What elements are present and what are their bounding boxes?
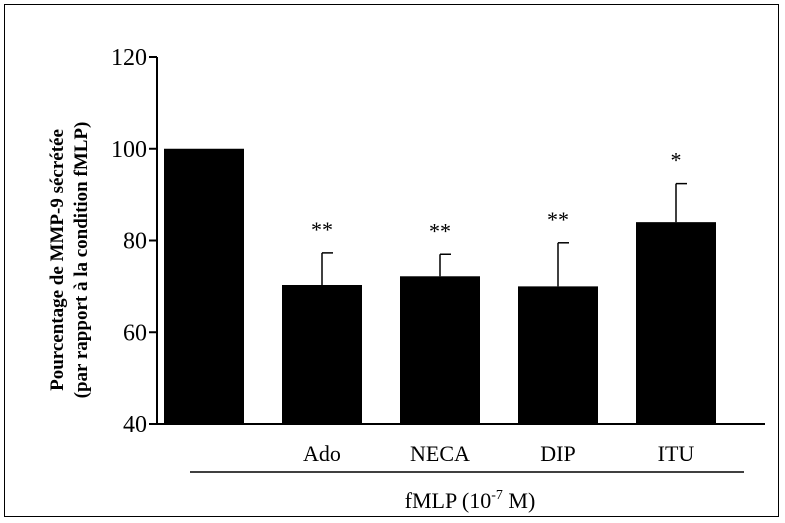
bar bbox=[282, 284, 362, 424]
y-tick-label: 80 bbox=[123, 229, 147, 255]
x-axis-title: fMLP (10-7 M) bbox=[405, 488, 536, 513]
x-axis-title-exponent: -7 bbox=[491, 488, 503, 503]
significance-label: ** bbox=[547, 207, 569, 232]
x-tick-label: ITU bbox=[658, 441, 695, 466]
significance-label: * bbox=[671, 148, 682, 173]
bar bbox=[400, 276, 480, 424]
y-tick-label: 40 bbox=[123, 412, 147, 438]
bar bbox=[636, 222, 716, 424]
x-tick-label: Ado bbox=[303, 441, 341, 466]
y-axis-title-line2: (par rapport à la condition fMLP) bbox=[71, 122, 92, 399]
y-tick-label: 120 bbox=[111, 45, 147, 71]
x-tick-label: DIP bbox=[540, 441, 575, 466]
bar bbox=[518, 286, 598, 424]
x-tick-label: NECA bbox=[410, 441, 470, 466]
y-axis-title-line1: Pourcentage de MMP-9 sécrétée bbox=[47, 129, 68, 391]
x-axis-title-suffix: M) bbox=[503, 488, 535, 513]
y-tick-label: 100 bbox=[111, 137, 147, 163]
significance-label: ** bbox=[429, 218, 451, 243]
bar bbox=[164, 148, 244, 424]
x-axis-title-prefix: fMLP (10 bbox=[405, 488, 492, 513]
significance-label: ** bbox=[311, 217, 333, 242]
y-tick-label: 60 bbox=[123, 320, 147, 346]
